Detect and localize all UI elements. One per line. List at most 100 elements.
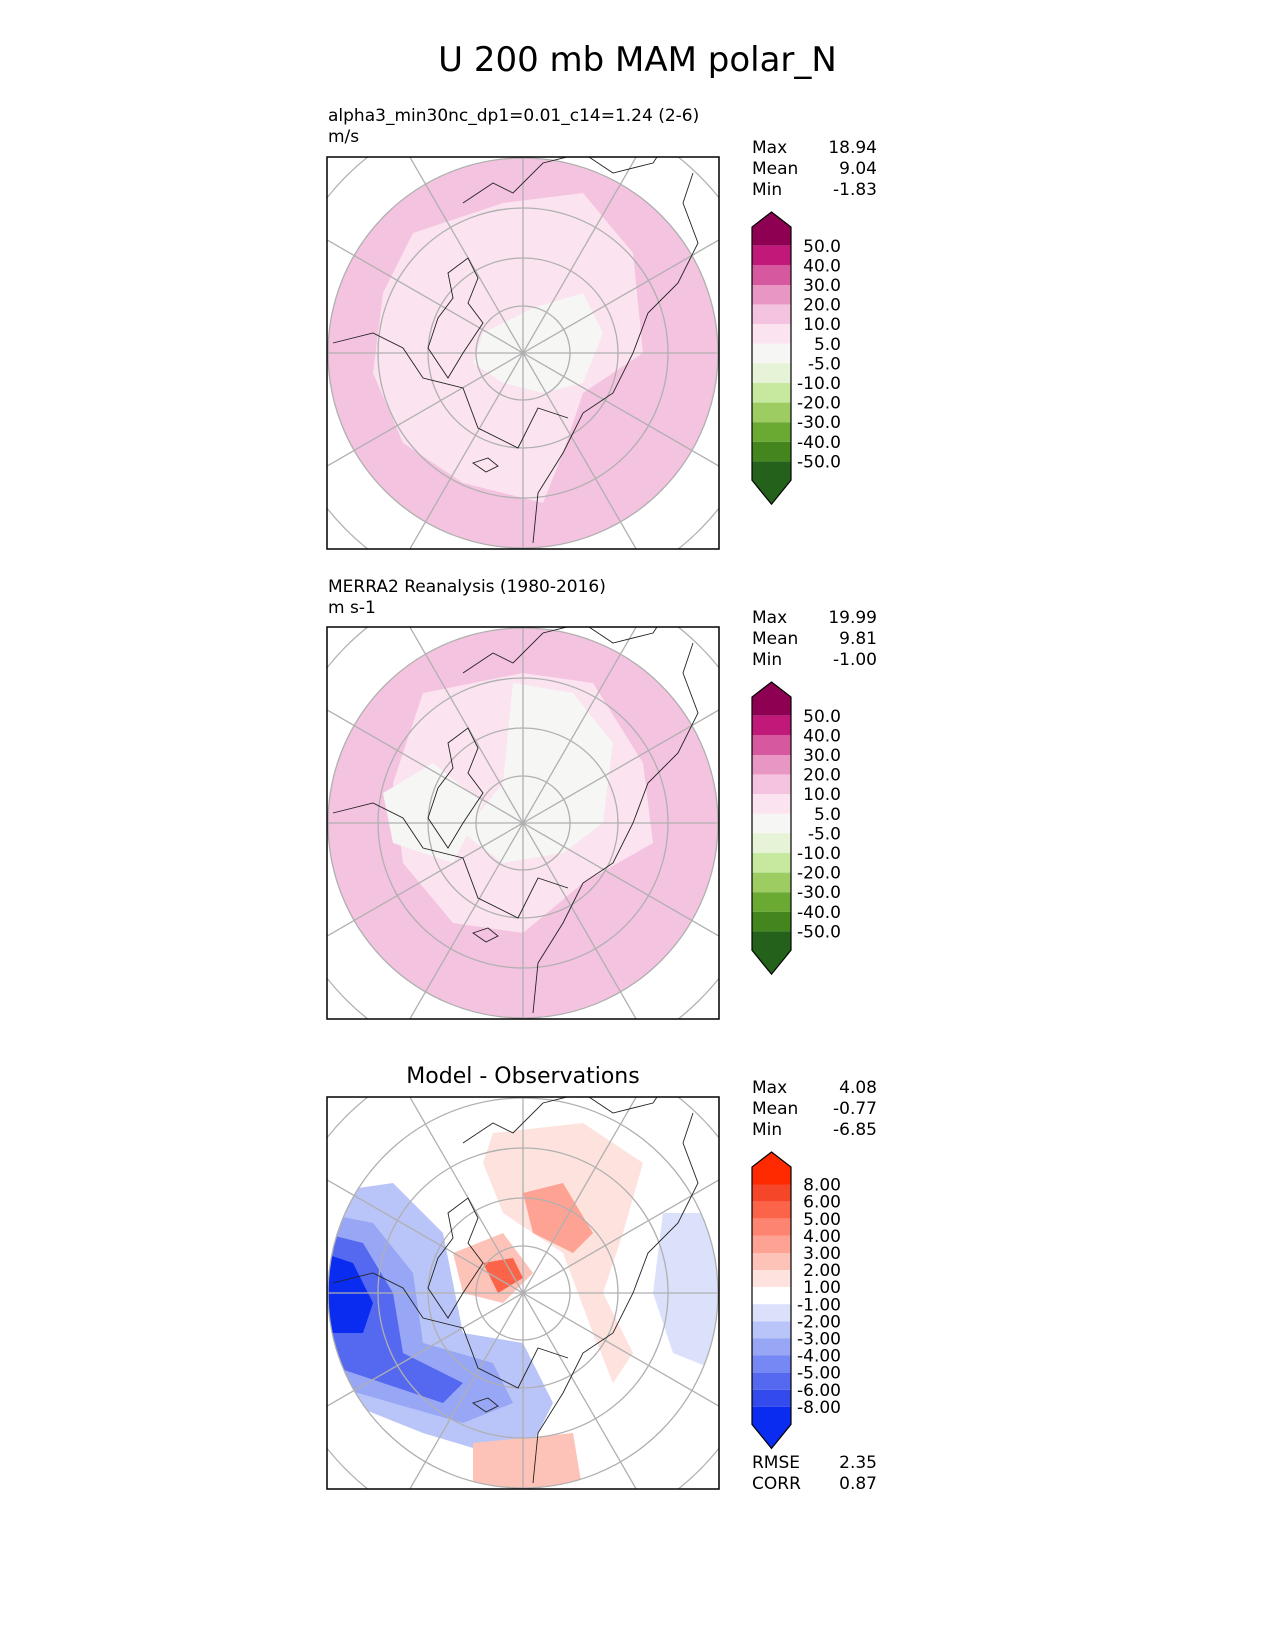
colorbar-band: [752, 1218, 791, 1236]
colorbar-tick-label: -8.00: [797, 1398, 841, 1418]
colorbar-tick-label: -1.00: [797, 1295, 841, 1315]
colorbar-band: [752, 1304, 791, 1322]
map-frame: [326, 1096, 720, 1490]
colorbar-tick-label: 5.0: [814, 805, 841, 825]
contour-neg5-5: [383, 763, 483, 863]
colorbar-band: [752, 461, 791, 505]
colorbar-tick-label: -40.0: [797, 903, 841, 923]
max-value: 4.08: [839, 1078, 877, 1098]
colorbar-band: [752, 1152, 791, 1185]
colorbar-tick-label: 50.0: [803, 707, 841, 727]
colorbar-band: [752, 755, 791, 775]
colorbar-tick-label: -30.0: [797, 413, 841, 433]
colorbar-band: [752, 853, 791, 873]
panel1-stats: Max 18.94 Mean 9.04 Min -1.83: [752, 138, 877, 201]
colorbar-band: [752, 931, 791, 975]
colorbar-band: [752, 1270, 791, 1288]
panel3-title: Model - Observations: [406, 1064, 640, 1089]
colorbar-band: [752, 265, 791, 285]
colorbar-tick-label: 2.00: [803, 1261, 841, 1281]
map-frame: [326, 156, 720, 550]
iceland-coast: [472, 927, 499, 943]
colorbar-outline: [751, 211, 792, 506]
colorbar-tick-label: 50.0: [803, 237, 841, 257]
colorbar-tick-label: -10.0: [797, 844, 841, 864]
north-america-coast: [332, 1272, 569, 1389]
graticule: [327, 627, 719, 1019]
alaska-siberia-coast: [462, 157, 658, 204]
contour-3-4: [523, 1183, 593, 1253]
colorbar-tick-label: 40.0: [803, 726, 841, 746]
colorbar-band: [752, 245, 791, 266]
min-label: Min: [752, 1120, 783, 1140]
colorbar-band: [752, 1355, 791, 1373]
eurasia-coast: [532, 1112, 699, 1484]
polar-map-3: [326, 1096, 720, 1490]
iceland-coast: [472, 1397, 499, 1413]
colorbar-tick-label: 1.00: [803, 1278, 841, 1298]
panel1-case-name: alpha3_min30nc_dp1=0.01_c14=1.24 (2-6): [328, 106, 700, 126]
colorbar-tick-label: -50.0: [797, 922, 841, 942]
colorbar-band: [752, 1201, 791, 1219]
colorbar-tick-label: 10.0: [803, 785, 841, 805]
greenland-coast: [427, 1197, 484, 1319]
colorbar-tick-label: 3.00: [803, 1244, 841, 1264]
mean-label: Mean: [752, 629, 799, 649]
colorbar-band: [752, 441, 791, 462]
min-label: Min: [752, 180, 783, 200]
colorbar-band: [752, 212, 791, 246]
colorbar-band: [752, 794, 791, 814]
panel2-title: MERRA2 Reanalysis (1980-2016) m s-1: [328, 577, 606, 619]
colorbar-band: [752, 872, 791, 893]
panel2-stats: Max 19.99 Mean 9.81 Min -1.00: [752, 608, 877, 671]
eurasia-coast: [532, 642, 699, 1014]
colorbar-tick-label: -50.0: [797, 452, 841, 472]
colorbar-tick-label: 8.00: [803, 1176, 841, 1196]
meridian-line: [409, 1097, 637, 1489]
colorbar-band: [752, 682, 791, 716]
colorbar-band: [752, 1184, 791, 1202]
colorbar-band: [752, 1338, 791, 1356]
min-value: -6.85: [833, 1120, 877, 1140]
colorbar-tick-label: -20.0: [797, 864, 841, 884]
colorbar-band: [752, 1372, 791, 1390]
colorbar-band: [752, 285, 791, 305]
corr-label: CORR: [752, 1474, 801, 1494]
max-label: Max: [752, 1078, 788, 1098]
polar-map-1: [326, 156, 720, 550]
min-value: -1.00: [833, 650, 877, 670]
max-value: 18.94: [828, 138, 877, 158]
colorbar-band: [752, 1406, 791, 1449]
contour-neg5-5: [463, 683, 613, 863]
mean-label: Mean: [752, 159, 799, 179]
colorbar-tick-label: -40.0: [797, 433, 841, 453]
iceland-coast: [472, 457, 499, 473]
colorbar-band: [752, 1389, 791, 1407]
north-america-coast: [332, 802, 569, 919]
colorbar-band: [752, 833, 791, 853]
colorbar-band: [752, 1252, 791, 1271]
contour-5-6: [483, 1258, 523, 1293]
colorbar-tick-label: 30.0: [803, 276, 841, 296]
colorbar-tick-label: 40.0: [803, 256, 841, 276]
colorbar-tick-label: -5.0: [808, 354, 841, 374]
colorbar-tick-label: -6.00: [797, 1381, 841, 1401]
panel2-units: m s-1: [328, 598, 376, 618]
alaska-siberia-coast: [462, 627, 658, 674]
panel1-title: alpha3_min30nc_dp1=0.01_c14=1.24 (2-6) m/…: [328, 106, 699, 148]
colorbar-2: 50.040.030.020.010.05.0-5.0-10.0-20.0-30…: [751, 681, 841, 976]
panel3-error-stats: RMSE 2.35 CORR 0.87: [752, 1453, 877, 1495]
coastlines: [332, 157, 699, 544]
max-label: Max: [752, 608, 788, 628]
colorbar-tick-label: -5.00: [797, 1364, 841, 1384]
figure-title: U 200 mb MAM polar_N: [438, 40, 837, 80]
colorbar-tick-label: 30.0: [803, 746, 841, 766]
colorbar-tick-label: -5.0: [808, 824, 841, 844]
max-value: 19.99: [828, 608, 877, 628]
colorbar-band: [752, 715, 791, 736]
colorbar-band: [752, 402, 791, 423]
colorbar-tick-label: -20.0: [797, 394, 841, 414]
panel3-stats: Max 4.08 Mean -0.77 Min -6.85: [752, 1078, 877, 1141]
colorbar-band: [752, 892, 791, 912]
